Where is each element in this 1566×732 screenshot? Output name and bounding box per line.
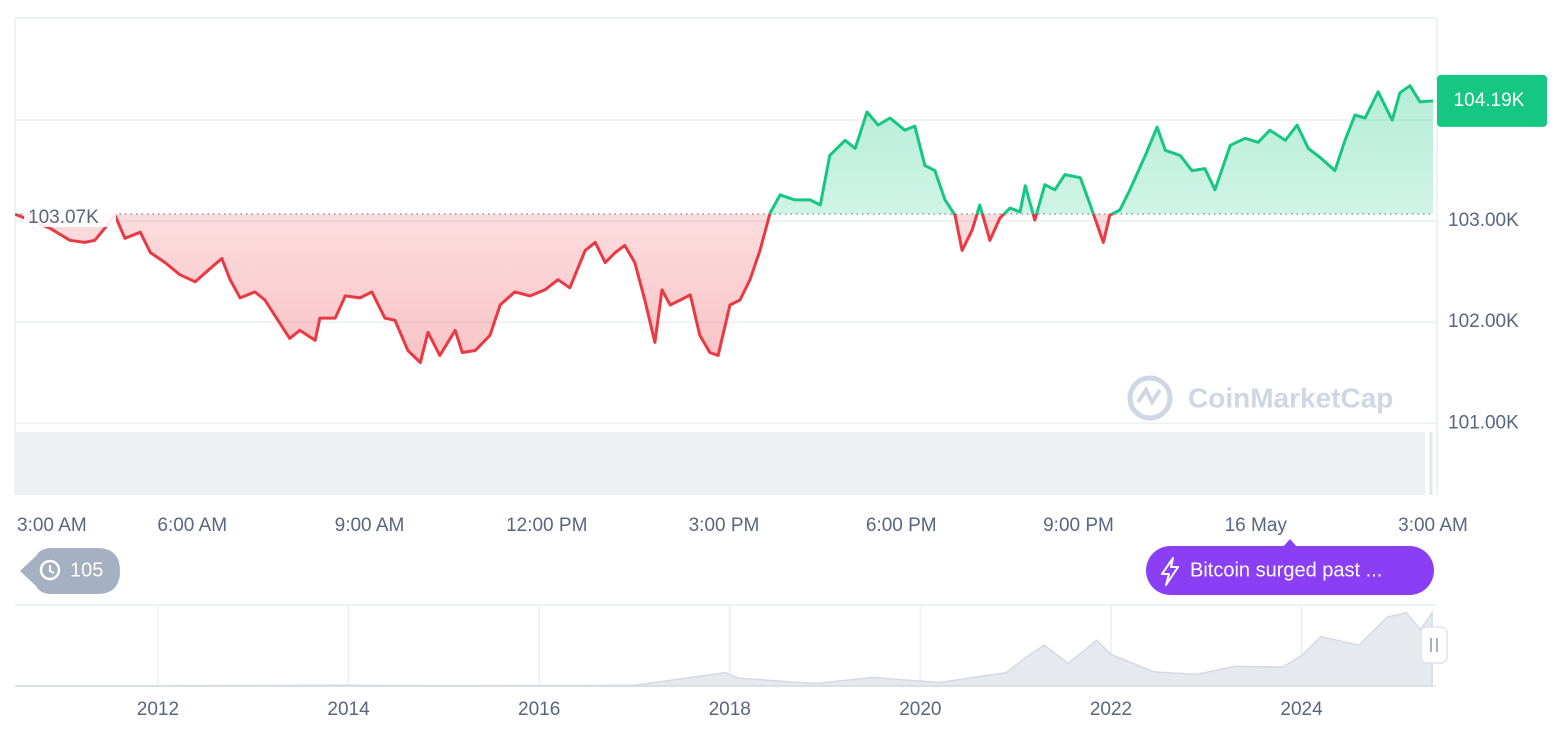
- nav-handle[interactable]: [1420, 626, 1448, 664]
- nav-area: [15, 610, 1433, 687]
- price-line-down: [15, 214, 1116, 365]
- watermark: CoinMarketCap: [1127, 375, 1393, 421]
- watermark-text: CoinMarketCap: [1188, 382, 1393, 413]
- x-tick-label: 9:00 AM: [335, 515, 405, 536]
- y-tick-label: 101.00K: [1448, 412, 1519, 433]
- y-tick-label: 103.00K: [1448, 210, 1519, 231]
- baseline-label: 103.07K: [28, 207, 99, 228]
- history-badge-bg[interactable]: [20, 548, 120, 594]
- history-count[interactable]: 105: [70, 559, 103, 581]
- news-pointer: [1283, 539, 1297, 547]
- x-tick-label: 3:00 PM: [689, 515, 760, 536]
- volume-band: [15, 432, 1425, 495]
- price-line-up: [15, 84, 1434, 215]
- nav-tick-label: 2012: [137, 699, 179, 720]
- x-tick-label: 16 May: [1225, 515, 1288, 536]
- history-badge[interactable]: 105: [20, 548, 120, 594]
- baseline-label-bg: [24, 201, 116, 228]
- clock-icon: [49, 565, 55, 574]
- clock-icon: [39, 559, 61, 581]
- nav-tick-label: 2022: [1090, 699, 1132, 720]
- nav-tick-label: 2014: [327, 699, 370, 720]
- x-tick-label: 3:00 AM: [17, 515, 87, 536]
- news-pill[interactable]: Bitcoin surged past ...: [1146, 539, 1434, 595]
- news-pill-bg[interactable]: [1146, 546, 1434, 595]
- area-down: [15, 214, 1112, 363]
- nav-tick-label: 2018: [709, 699, 751, 720]
- x-tick-label: 12:00 PM: [506, 515, 587, 536]
- price-tag-label: 104.19K: [1454, 90, 1525, 111]
- x-tick-label: 6:00 AM: [157, 515, 227, 536]
- nav-tick-label: 2020: [899, 699, 941, 720]
- y-tick-label: 102.00K: [1448, 311, 1519, 332]
- area-up: [15, 85, 1433, 215]
- x-tick-label: 3:00 AM: [1398, 515, 1468, 536]
- lightning-icon: [1161, 557, 1179, 586]
- nav-tick-label: 2024: [1280, 699, 1323, 720]
- nav-tick-label: 2016: [518, 699, 560, 720]
- news-text[interactable]: Bitcoin surged past ...: [1190, 559, 1382, 581]
- x-tick-label: 9:00 PM: [1043, 515, 1114, 536]
- nav-handle-grip: [1430, 638, 1438, 652]
- navigator: 2012 2014 2016 2018 2020 2022 2024: [15, 604, 1448, 720]
- x-tick-label: 6:00 PM: [866, 515, 937, 536]
- price-tag: [1437, 74, 1547, 127]
